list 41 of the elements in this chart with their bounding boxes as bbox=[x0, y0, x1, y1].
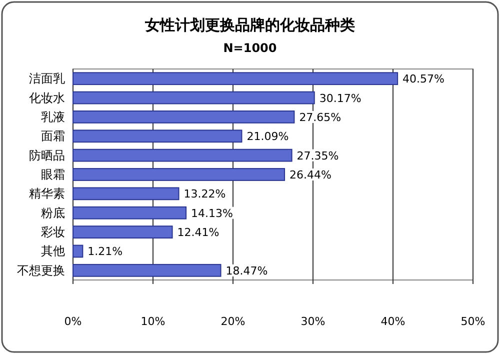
bar bbox=[72, 244, 84, 258]
data-label: 40.57% bbox=[402, 72, 445, 86]
bar bbox=[72, 264, 222, 277]
data-label: 1.21% bbox=[88, 245, 123, 258]
x-tick-label: 40% bbox=[380, 315, 406, 328]
x-tick-label: 30% bbox=[300, 315, 326, 328]
bar bbox=[72, 206, 187, 220]
y-tick-label: 粉底 bbox=[41, 206, 65, 220]
bar bbox=[72, 187, 180, 200]
y-tick-label: 化妆水 bbox=[29, 90, 65, 105]
y-tick-label: 乳液 bbox=[41, 110, 65, 124]
y-tick-label: 洁面乳 bbox=[29, 72, 65, 86]
bar bbox=[72, 72, 398, 86]
y-tick-label: 不想更换 bbox=[17, 263, 65, 278]
data-label: 21.09% bbox=[246, 130, 289, 144]
y-tick-label: 面霜 bbox=[41, 129, 65, 144]
x-tick-label: 10% bbox=[140, 315, 166, 328]
data-label: 27.65% bbox=[299, 110, 342, 124]
data-label: 18.47% bbox=[226, 264, 268, 278]
data-label: 26.44% bbox=[290, 168, 332, 182]
y-tick-label: 其他 bbox=[41, 244, 65, 258]
x-tick-label: 20% bbox=[220, 315, 246, 328]
chart-title: 女性计划更换品牌的化妆品种类 bbox=[144, 16, 355, 34]
y-tick-label: 精华素 bbox=[29, 186, 65, 201]
bar bbox=[72, 148, 292, 162]
y-tick-label: 防晒品 bbox=[29, 148, 65, 162]
x-tick-label: 50% bbox=[460, 315, 486, 328]
bar bbox=[72, 130, 242, 143]
x-tick-label: 0% bbox=[64, 315, 82, 328]
bar bbox=[72, 110, 295, 124]
data-label: 30.17% bbox=[319, 92, 362, 105]
data-label: 12.41% bbox=[177, 226, 220, 240]
data-label: 27.35% bbox=[296, 149, 339, 162]
data-label: 14.13% bbox=[191, 206, 233, 220]
bar bbox=[72, 91, 315, 104]
bar bbox=[72, 168, 286, 181]
y-tick-label: 眼霜 bbox=[41, 168, 65, 182]
data-label: 13.22% bbox=[184, 188, 226, 201]
bar bbox=[72, 226, 173, 238]
y-tick-label: 彩妆 bbox=[41, 225, 65, 240]
chart-subtitle: N=1000 bbox=[223, 41, 277, 55]
